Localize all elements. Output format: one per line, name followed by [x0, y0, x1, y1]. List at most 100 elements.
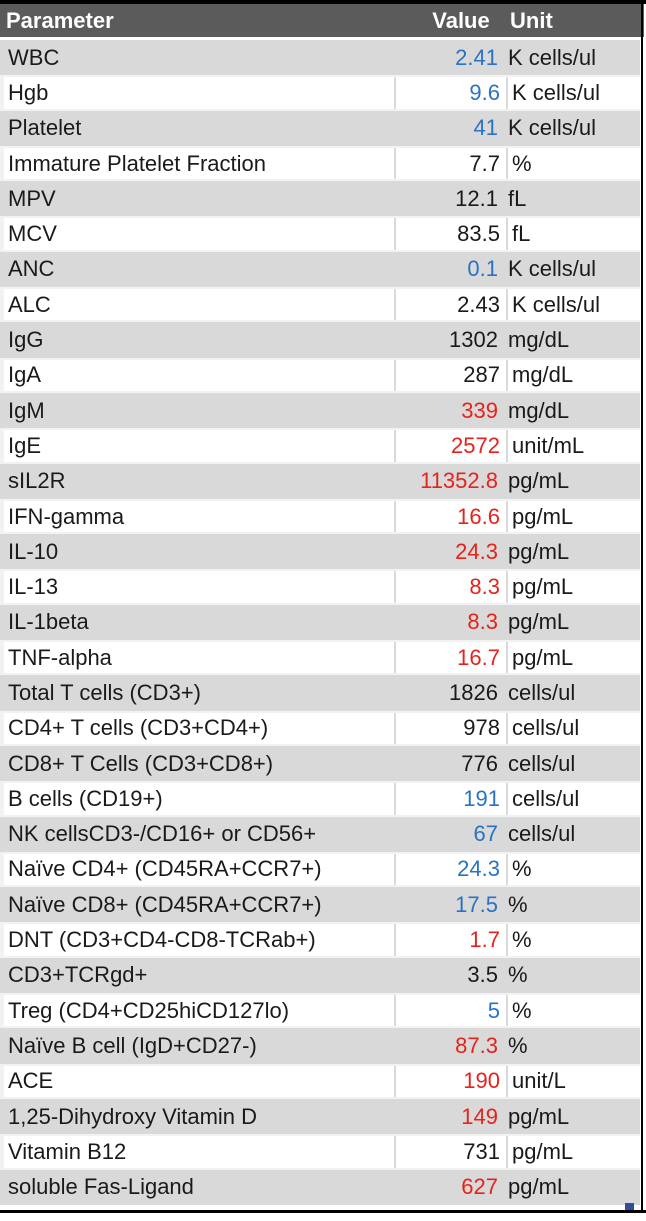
header-parameter: Parameter: [6, 7, 114, 33]
value-cell: 1.7: [394, 924, 508, 956]
unit-cell: K cells/ul: [508, 256, 597, 282]
table-row: Platelet 41 K cells/ul: [0, 110, 640, 146]
value-cell: 2572: [394, 430, 508, 462]
unit-cell: pg/mL: [508, 571, 640, 603]
table-row: IL-10 24.3 pg/mL: [0, 534, 640, 570]
unit-cell: cells/ul: [508, 679, 576, 705]
parameter-cell: Naïve CD8+ (CD45RA+CCR7+): [8, 891, 322, 917]
table-row: 1,25-Dihydroxy Vitamin D 149 pg/mL: [0, 1098, 640, 1135]
value-cell: 191: [394, 783, 508, 815]
table-row: Naïve CD8+ (CD45RA+CCR7+) 17.5%: [0, 887, 640, 923]
parameter-cell: CD4+ T cells (CD3+CD4+): [4, 712, 394, 744]
unit-cell: pg/mL: [508, 468, 570, 494]
value-cell: 0.1: [467, 256, 498, 282]
unit-cell: K cells/ul: [508, 44, 597, 70]
resize-handle-icon[interactable]: [625, 1203, 634, 1210]
unit-cell: pg/mL: [508, 1174, 570, 1200]
parameter-cell: IL-10: [8, 538, 59, 564]
value-cell: 16.7: [394, 642, 508, 674]
value-cell: 12.1: [455, 185, 498, 211]
parameter-cell: TNF-alpha: [4, 642, 394, 674]
table-row: Immature Platelet Fraction 7.7%: [0, 145, 640, 182]
unit-cell: pg/mL: [508, 609, 570, 635]
parameter-cell: Immature Platelet Fraction: [4, 147, 394, 180]
unit-cell: mg/dL: [508, 397, 570, 423]
unit-cell: fL: [508, 218, 640, 250]
table-row: IL-13 8.3 pg/mL: [0, 569, 640, 605]
parameter-cell: Treg (CD4+CD25hiCD127lo): [4, 995, 394, 1027]
parameter-cell: soluble Fas-Ligand: [8, 1174, 194, 1200]
table-row: IgG 1302 mg/dL: [0, 322, 640, 358]
value-cell: 7.7: [394, 147, 508, 180]
table-header: Parameter Value Unit: [0, 4, 644, 37]
unit-cell: unit/mL: [508, 430, 640, 462]
value-cell: 9.6: [394, 77, 508, 109]
value-cell: 83.5: [394, 218, 508, 250]
parameter-cell: DNT (CD3+CD4-CD8-TCRab+): [4, 924, 394, 956]
unit-cell: pg/mL: [508, 1103, 570, 1129]
parameter-cell: IgA: [4, 359, 394, 391]
value-cell: 978: [394, 712, 508, 744]
parameter-cell: CD8+ T Cells (CD3+CD8+): [8, 750, 274, 776]
value-cell: 1826: [449, 679, 498, 705]
table-row: Naïve CD4+ (CD45RA+CCR7+) 24.3%: [0, 851, 640, 888]
unit-cell: pg/mL: [508, 1136, 640, 1168]
value-cell: 8.3: [467, 609, 498, 635]
value-cell: 8.3: [394, 571, 508, 603]
table-row: IL-1beta 8.3 pg/mL: [0, 604, 640, 641]
parameter-cell: IL-13: [4, 571, 394, 603]
unit-cell: %: [508, 1032, 528, 1058]
table-row: DNT (CD3+CD4-CD8-TCRab+) 1.7%: [0, 922, 640, 958]
value-cell: 67: [473, 821, 498, 847]
value-cell: 11352.8: [420, 468, 498, 494]
parameter-cell: IgG: [8, 327, 44, 353]
parameter-cell: B cells (CD19+): [4, 783, 394, 815]
unit-cell: pg/mL: [508, 642, 640, 674]
table-row: Treg (CD4+CD25hiCD127lo) 5%: [0, 993, 640, 1029]
unit-cell: unit/L: [508, 1065, 640, 1097]
unit-cell: cells/ul: [508, 712, 640, 744]
table-row: soluble Fas-Ligand 627 pg/mL: [0, 1169, 640, 1205]
parameter-cell: IFN-gamma: [4, 500, 394, 533]
unit-cell: %: [508, 853, 640, 886]
parameter-cell: Platelet: [8, 115, 82, 141]
table-row: IgA 287 mg/dL: [0, 357, 640, 393]
value-cell: 24.3: [394, 853, 508, 886]
unit-cell: pg/mL: [508, 538, 570, 564]
unit-cell: %: [508, 147, 640, 180]
unit-cell: cells/ul: [508, 821, 576, 847]
value-cell: 87.3: [455, 1032, 498, 1058]
parameter-cell: IgM: [8, 397, 45, 423]
parameter-cell: Naïve CD4+ (CD45RA+CCR7+): [4, 853, 394, 886]
table-row: B cells (CD19+) 191 cells/ul: [0, 781, 640, 817]
value-cell: 731: [394, 1136, 508, 1168]
parameter-cell: MPV: [8, 185, 56, 211]
unit-cell: K cells/ul: [508, 115, 597, 141]
value-cell: 776: [461, 750, 498, 776]
parameter-cell: Hgb: [4, 77, 394, 109]
value-cell: 339: [461, 397, 498, 423]
table-row: CD3+TCRgd+ 3.5%: [0, 957, 640, 994]
value-cell: 1302: [449, 327, 498, 353]
parameter-cell: ACE: [4, 1065, 394, 1097]
unit-cell: %: [508, 924, 640, 956]
table-row: Hgb 9.6 K cells/ul: [0, 75, 640, 111]
parameter-cell: IL-1beta: [8, 609, 89, 635]
table-row: IgE 2572 unit/mL: [0, 428, 640, 464]
unit-cell: %: [508, 891, 528, 917]
table-body: WBC 2.41 K cells/ul Hgb 9.6 K cells/ul Platele…: [0, 40, 640, 1205]
table-row: Vitamin B12 731 pg/mL: [0, 1134, 640, 1170]
value-cell: 287: [394, 359, 508, 391]
table-row: NK cellsCD3-/CD16+ or CD56+ 67 cells/ul: [0, 816, 640, 852]
value-cell: 5: [394, 995, 508, 1027]
table-row: IgM 339 mg/dL: [0, 392, 640, 429]
table-row: ANC 0.1 K cells/ul: [0, 251, 640, 288]
table-row: Naïve B cell (IgD+CD27-) 87.3%: [0, 1028, 640, 1064]
parameter-cell: ANC: [8, 256, 55, 282]
value-cell: 190: [394, 1065, 508, 1097]
parameter-cell: sIL2R: [8, 468, 66, 494]
parameter-cell: MCV: [4, 218, 394, 250]
header-value: Value: [432, 7, 490, 33]
parameter-cell: IgE: [4, 430, 394, 462]
